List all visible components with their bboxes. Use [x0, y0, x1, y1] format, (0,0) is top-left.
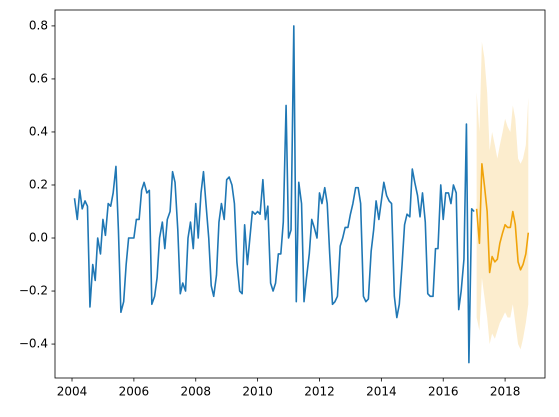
x-tick-label: 2010	[242, 385, 273, 399]
confidence-band	[476, 41, 529, 350]
y-tick-label: 0.8	[29, 18, 48, 32]
y-tick-label: 0.2	[29, 177, 48, 191]
x-tick-label: 2008	[180, 385, 211, 399]
plot-frame	[54, 9, 546, 379]
series-line	[73, 25, 475, 364]
y-tick-label: 0.4	[29, 124, 48, 138]
x-tick-label: 2006	[119, 385, 150, 399]
x-tick-label: 2012	[304, 385, 335, 399]
series-line	[475, 162, 530, 274]
y-tick-label: −0.2	[19, 284, 48, 298]
x-tick-label: 2004	[57, 385, 88, 399]
x-tick-label: 2016	[428, 385, 459, 399]
y-tick-label: −0.4	[19, 337, 48, 351]
y-tick-label: 0.0	[29, 231, 48, 245]
y-tick-label: 0.6	[29, 71, 48, 85]
x-tick-label: 2018	[490, 385, 521, 399]
x-tick-label: 2014	[366, 385, 397, 399]
